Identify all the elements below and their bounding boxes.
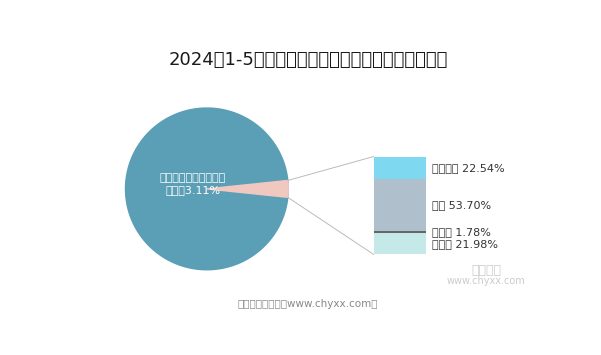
Text: 深圳市保险保费占全国: 深圳市保险保费占全国	[160, 173, 226, 183]
Bar	[373, 157, 426, 179]
Text: 健康险 21.98%: 健康险 21.98%	[432, 239, 498, 248]
Text: 意外险 1.78%: 意外险 1.78%	[432, 227, 491, 237]
Polygon shape	[126, 108, 288, 270]
Bar	[373, 179, 426, 231]
Text: 寿险 53.70%: 寿险 53.70%	[432, 200, 492, 210]
Text: 财产保险 22.54%: 财产保险 22.54%	[432, 163, 505, 173]
Text: 制图：智研咨询（www.chyxx.com）: 制图：智研咨询（www.chyxx.com）	[238, 299, 378, 310]
Bar	[373, 233, 426, 254]
Text: www.chyxx.com: www.chyxx.com	[447, 275, 525, 285]
Text: 比重为3.11%: 比重为3.11%	[165, 185, 221, 196]
Polygon shape	[207, 180, 288, 197]
Bar	[373, 231, 426, 233]
Text: 智研咨询: 智研咨询	[471, 264, 501, 277]
Text: 2024年1-5月深圳市原保险保费收入类别对比统计图: 2024年1-5月深圳市原保险保费收入类别对比统计图	[168, 50, 448, 69]
